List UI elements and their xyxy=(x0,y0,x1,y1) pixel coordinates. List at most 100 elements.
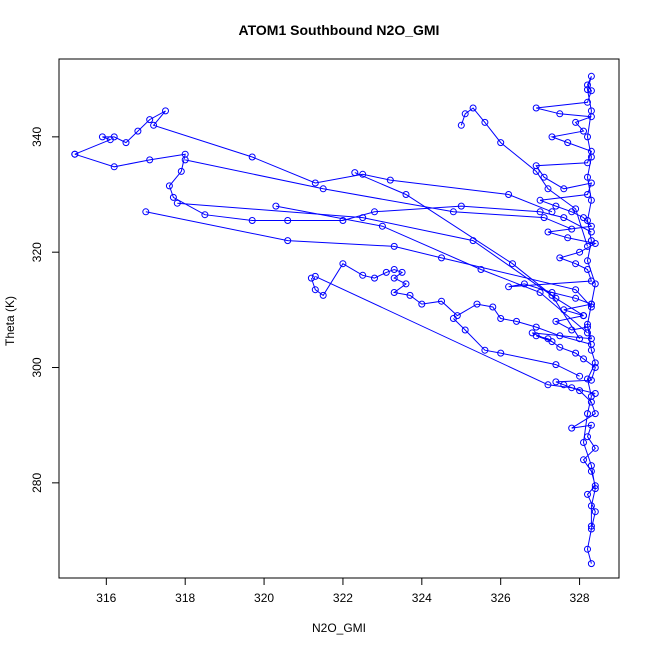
data-point xyxy=(284,217,292,224)
data-point xyxy=(536,196,544,204)
data-point xyxy=(449,208,457,216)
data-point xyxy=(457,202,465,210)
data-point xyxy=(311,272,319,280)
series-9 xyxy=(181,156,576,233)
data-point xyxy=(505,191,513,198)
data-point xyxy=(572,286,580,294)
data-point xyxy=(181,156,189,164)
data-point xyxy=(169,193,177,201)
data-point xyxy=(584,329,591,337)
x-tick-label: 328 xyxy=(570,591,590,605)
data-point xyxy=(402,191,410,198)
y-axis: 280 300 320 340 xyxy=(30,127,59,493)
data-point xyxy=(587,153,595,161)
plot-frame xyxy=(58,58,620,579)
data-point xyxy=(371,274,378,282)
data-point xyxy=(469,104,477,112)
data-point xyxy=(110,133,118,141)
series-2 xyxy=(71,107,556,216)
y-tick-label: 340 xyxy=(30,127,44,147)
data-point xyxy=(580,439,587,446)
data-point xyxy=(560,185,568,193)
series-line xyxy=(177,202,584,317)
data-point xyxy=(532,323,540,331)
data-point xyxy=(584,98,591,106)
data-point xyxy=(248,217,256,224)
data-point xyxy=(591,390,599,397)
data-point xyxy=(556,254,564,262)
data-point xyxy=(576,335,584,343)
data-point xyxy=(587,72,595,80)
data-point xyxy=(489,303,497,311)
data-point xyxy=(591,280,599,288)
data-point xyxy=(497,139,505,147)
data-point xyxy=(378,222,386,230)
data-point xyxy=(584,86,591,94)
series-line xyxy=(74,110,553,213)
data-point xyxy=(544,381,552,389)
data-point xyxy=(584,159,591,167)
data-point xyxy=(572,260,580,268)
data-point xyxy=(580,355,587,363)
data-point xyxy=(587,340,595,348)
series-line xyxy=(310,263,592,345)
data-point xyxy=(584,133,591,141)
data-point xyxy=(548,133,556,141)
data-point xyxy=(584,173,591,181)
data-point xyxy=(564,234,572,242)
data-point xyxy=(584,81,591,89)
data-point xyxy=(98,133,106,141)
data-point xyxy=(591,364,599,371)
series-5 xyxy=(307,260,595,348)
data-point xyxy=(438,254,445,262)
data-point xyxy=(359,214,367,222)
data-point xyxy=(587,376,595,384)
series-6 xyxy=(311,272,599,397)
data-point xyxy=(587,196,595,204)
data-point xyxy=(532,167,540,175)
data-point xyxy=(402,280,410,288)
data-point xyxy=(457,121,465,129)
data-point xyxy=(71,150,79,158)
data-point xyxy=(584,545,591,553)
data-point xyxy=(556,343,564,351)
series-3 xyxy=(71,150,595,236)
data-point xyxy=(173,199,181,207)
data-point xyxy=(461,110,469,118)
data-point xyxy=(591,359,599,367)
x-axis-label: N2O_GMI xyxy=(312,621,366,635)
y-tick-label: 280 xyxy=(30,473,44,493)
series-line xyxy=(185,159,572,230)
data-point xyxy=(390,274,398,282)
data-point xyxy=(307,274,315,282)
data-point xyxy=(536,289,544,296)
data-point xyxy=(576,248,584,256)
data-point xyxy=(339,260,347,268)
data-point xyxy=(587,237,595,245)
data-point xyxy=(359,271,367,279)
data-point xyxy=(390,266,398,273)
data-point xyxy=(584,191,591,198)
data-point xyxy=(572,294,580,302)
data-point xyxy=(536,208,544,216)
data-point xyxy=(497,315,505,322)
data-point xyxy=(576,372,584,380)
data-point xyxy=(548,291,556,299)
data-point xyxy=(552,202,560,210)
data-point xyxy=(371,208,378,216)
data-point xyxy=(580,127,587,135)
data-point xyxy=(390,289,398,296)
data-point xyxy=(513,317,520,325)
series-line xyxy=(74,153,592,233)
data-point xyxy=(398,268,406,276)
data-point xyxy=(122,139,130,147)
data-point xyxy=(587,179,595,187)
series-line xyxy=(145,211,592,308)
data-point xyxy=(418,300,426,308)
data-point xyxy=(591,482,599,490)
x-tick-label: 318 xyxy=(175,591,195,605)
data-point xyxy=(587,421,595,429)
series-4 xyxy=(142,208,595,311)
data-point xyxy=(505,283,513,291)
data-point xyxy=(587,522,595,530)
